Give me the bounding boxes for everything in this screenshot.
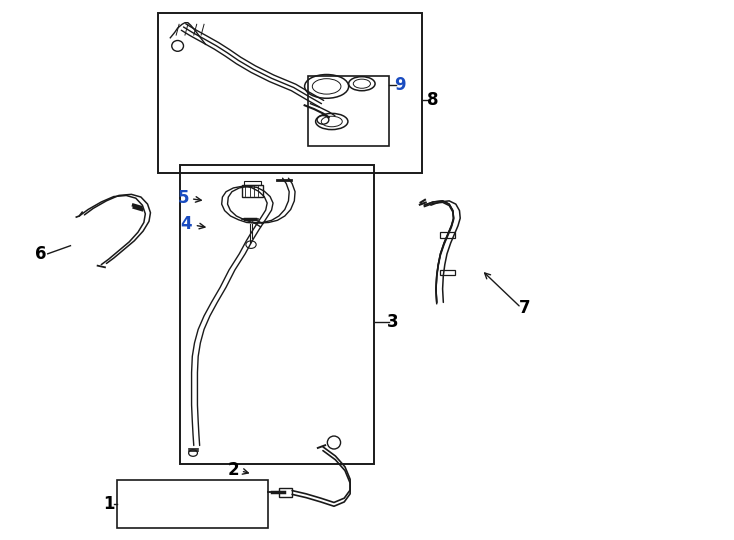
Bar — [158, 14, 422, 173]
Text: 1: 1 — [103, 495, 115, 514]
Bar — [117, 480, 268, 528]
Text: 8: 8 — [427, 91, 439, 109]
Text: 4: 4 — [181, 215, 192, 233]
Text: 2: 2 — [228, 461, 239, 479]
Bar — [440, 232, 455, 238]
Bar — [308, 76, 389, 146]
Text: 7: 7 — [519, 299, 531, 317]
Text: 3: 3 — [387, 313, 399, 332]
Bar — [242, 185, 263, 197]
Text: 5: 5 — [178, 188, 189, 207]
Bar — [279, 488, 292, 497]
Text: 6: 6 — [35, 245, 47, 263]
Bar — [180, 165, 374, 464]
Bar — [440, 270, 455, 275]
Bar — [244, 181, 261, 185]
Text: 9: 9 — [394, 76, 406, 94]
